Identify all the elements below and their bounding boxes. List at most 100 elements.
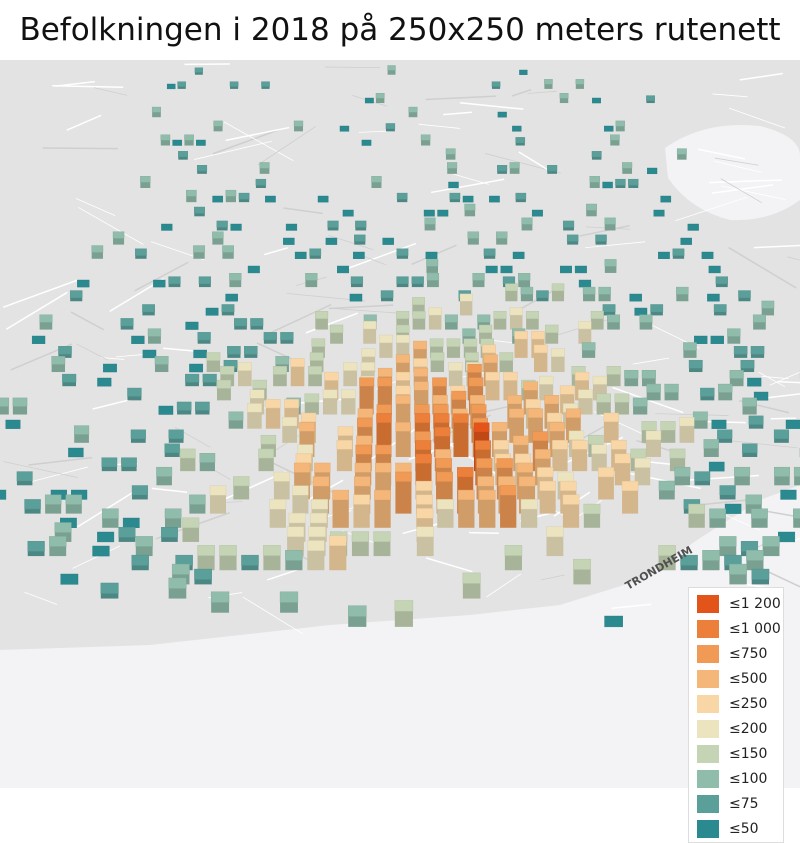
grid-cell — [386, 123, 395, 131]
grid-cell — [742, 444, 757, 457]
cell-top — [416, 441, 432, 450]
cell-side — [101, 594, 119, 599]
cell-top — [362, 349, 375, 357]
cell-top — [231, 224, 242, 230]
cell-side — [119, 537, 136, 542]
cell-top — [226, 294, 238, 301]
cell-top — [180, 449, 195, 458]
cell-top — [781, 490, 797, 499]
grid-cell — [200, 453, 215, 471]
cell-side — [260, 168, 270, 174]
cell-top — [343, 210, 354, 216]
grid-cell — [635, 308, 647, 315]
cell-top — [248, 266, 260, 273]
cell-top — [484, 355, 498, 363]
grid-cell — [514, 331, 527, 358]
map-view[interactable]: TRONDHEIM ≤1 200≤1 000≤750≤500≤250≤200≤1… — [0, 60, 800, 788]
grid-cell — [222, 246, 233, 259]
grid-cell — [379, 335, 392, 358]
cell-top — [195, 68, 203, 73]
cell-top — [469, 378, 483, 387]
grid-cell — [352, 532, 369, 556]
legend-label: ≤1 200 — [729, 596, 781, 612]
cell-top — [310, 353, 323, 361]
cell-top — [414, 358, 428, 366]
grid-cell — [702, 252, 713, 259]
population-grid-map[interactable]: TRONDHEIM — [0, 60, 800, 788]
grid-cell — [786, 420, 800, 429]
cell-top — [477, 458, 493, 467]
grid-cell — [717, 430, 732, 443]
grid-cell — [519, 70, 527, 75]
grid-cell — [575, 266, 587, 273]
cell-side — [633, 406, 647, 414]
cell-top — [665, 384, 679, 392]
cell-top — [102, 458, 117, 467]
cell-top — [430, 339, 443, 347]
cell-side — [421, 140, 430, 145]
cell-top — [348, 606, 366, 617]
cell-top — [437, 499, 453, 509]
cell-top — [658, 252, 669, 259]
cell-top — [544, 79, 552, 84]
cell-top — [450, 193, 460, 199]
cell-top — [167, 84, 175, 89]
grid-cell — [280, 592, 298, 613]
cell-top — [552, 440, 567, 449]
cell-top — [688, 224, 699, 230]
cell-top — [503, 372, 517, 380]
grid-cell — [431, 353, 444, 373]
cell-top — [689, 360, 702, 368]
cell-side — [604, 422, 619, 443]
cell-top — [211, 592, 229, 603]
grid-cell — [447, 339, 460, 358]
grid-cell — [624, 370, 638, 386]
cell-top — [492, 82, 500, 87]
cell-top — [633, 398, 647, 407]
grid-cell — [194, 207, 205, 216]
cell-side — [540, 491, 556, 514]
cell-top — [579, 280, 591, 287]
cell-top — [550, 422, 565, 431]
cell-side — [250, 326, 263, 330]
cell-top — [447, 162, 457, 168]
cell-top — [169, 578, 187, 589]
grid-cell — [256, 179, 266, 188]
grid-cell — [397, 277, 409, 287]
cell-top — [280, 332, 293, 340]
cell-side — [379, 343, 392, 358]
grid-cell — [330, 325, 343, 344]
cell-top — [702, 252, 713, 259]
grid-cell — [429, 308, 442, 330]
cell-top — [135, 249, 146, 256]
cell-top — [396, 386, 410, 395]
cell-top — [250, 390, 264, 399]
cell-side — [66, 504, 82, 513]
cell-top — [296, 454, 312, 463]
grid-cell — [198, 332, 211, 343]
cell-top — [751, 346, 764, 354]
grid-cell — [169, 430, 184, 443]
cell-side — [567, 241, 578, 244]
cell-side — [374, 542, 391, 556]
grid-cell — [229, 273, 241, 287]
grid-cell — [161, 135, 170, 146]
grid-cell — [285, 550, 302, 570]
cell-top — [194, 350, 207, 358]
cell-top — [152, 107, 161, 112]
cell-top — [463, 573, 481, 584]
grid-cell — [583, 287, 595, 301]
cell-top — [362, 140, 371, 146]
cell-side — [264, 340, 277, 344]
cell-top — [203, 374, 217, 382]
grid-cell — [153, 280, 165, 287]
cell-side — [551, 357, 564, 372]
cell-top — [0, 398, 9, 407]
cell-top — [464, 339, 477, 347]
grid-cell — [500, 485, 516, 527]
grid-cell — [102, 458, 117, 471]
cell-top — [28, 541, 45, 551]
grid-cell — [707, 294, 719, 301]
grid-cell — [32, 336, 45, 344]
cell-top — [576, 79, 584, 84]
